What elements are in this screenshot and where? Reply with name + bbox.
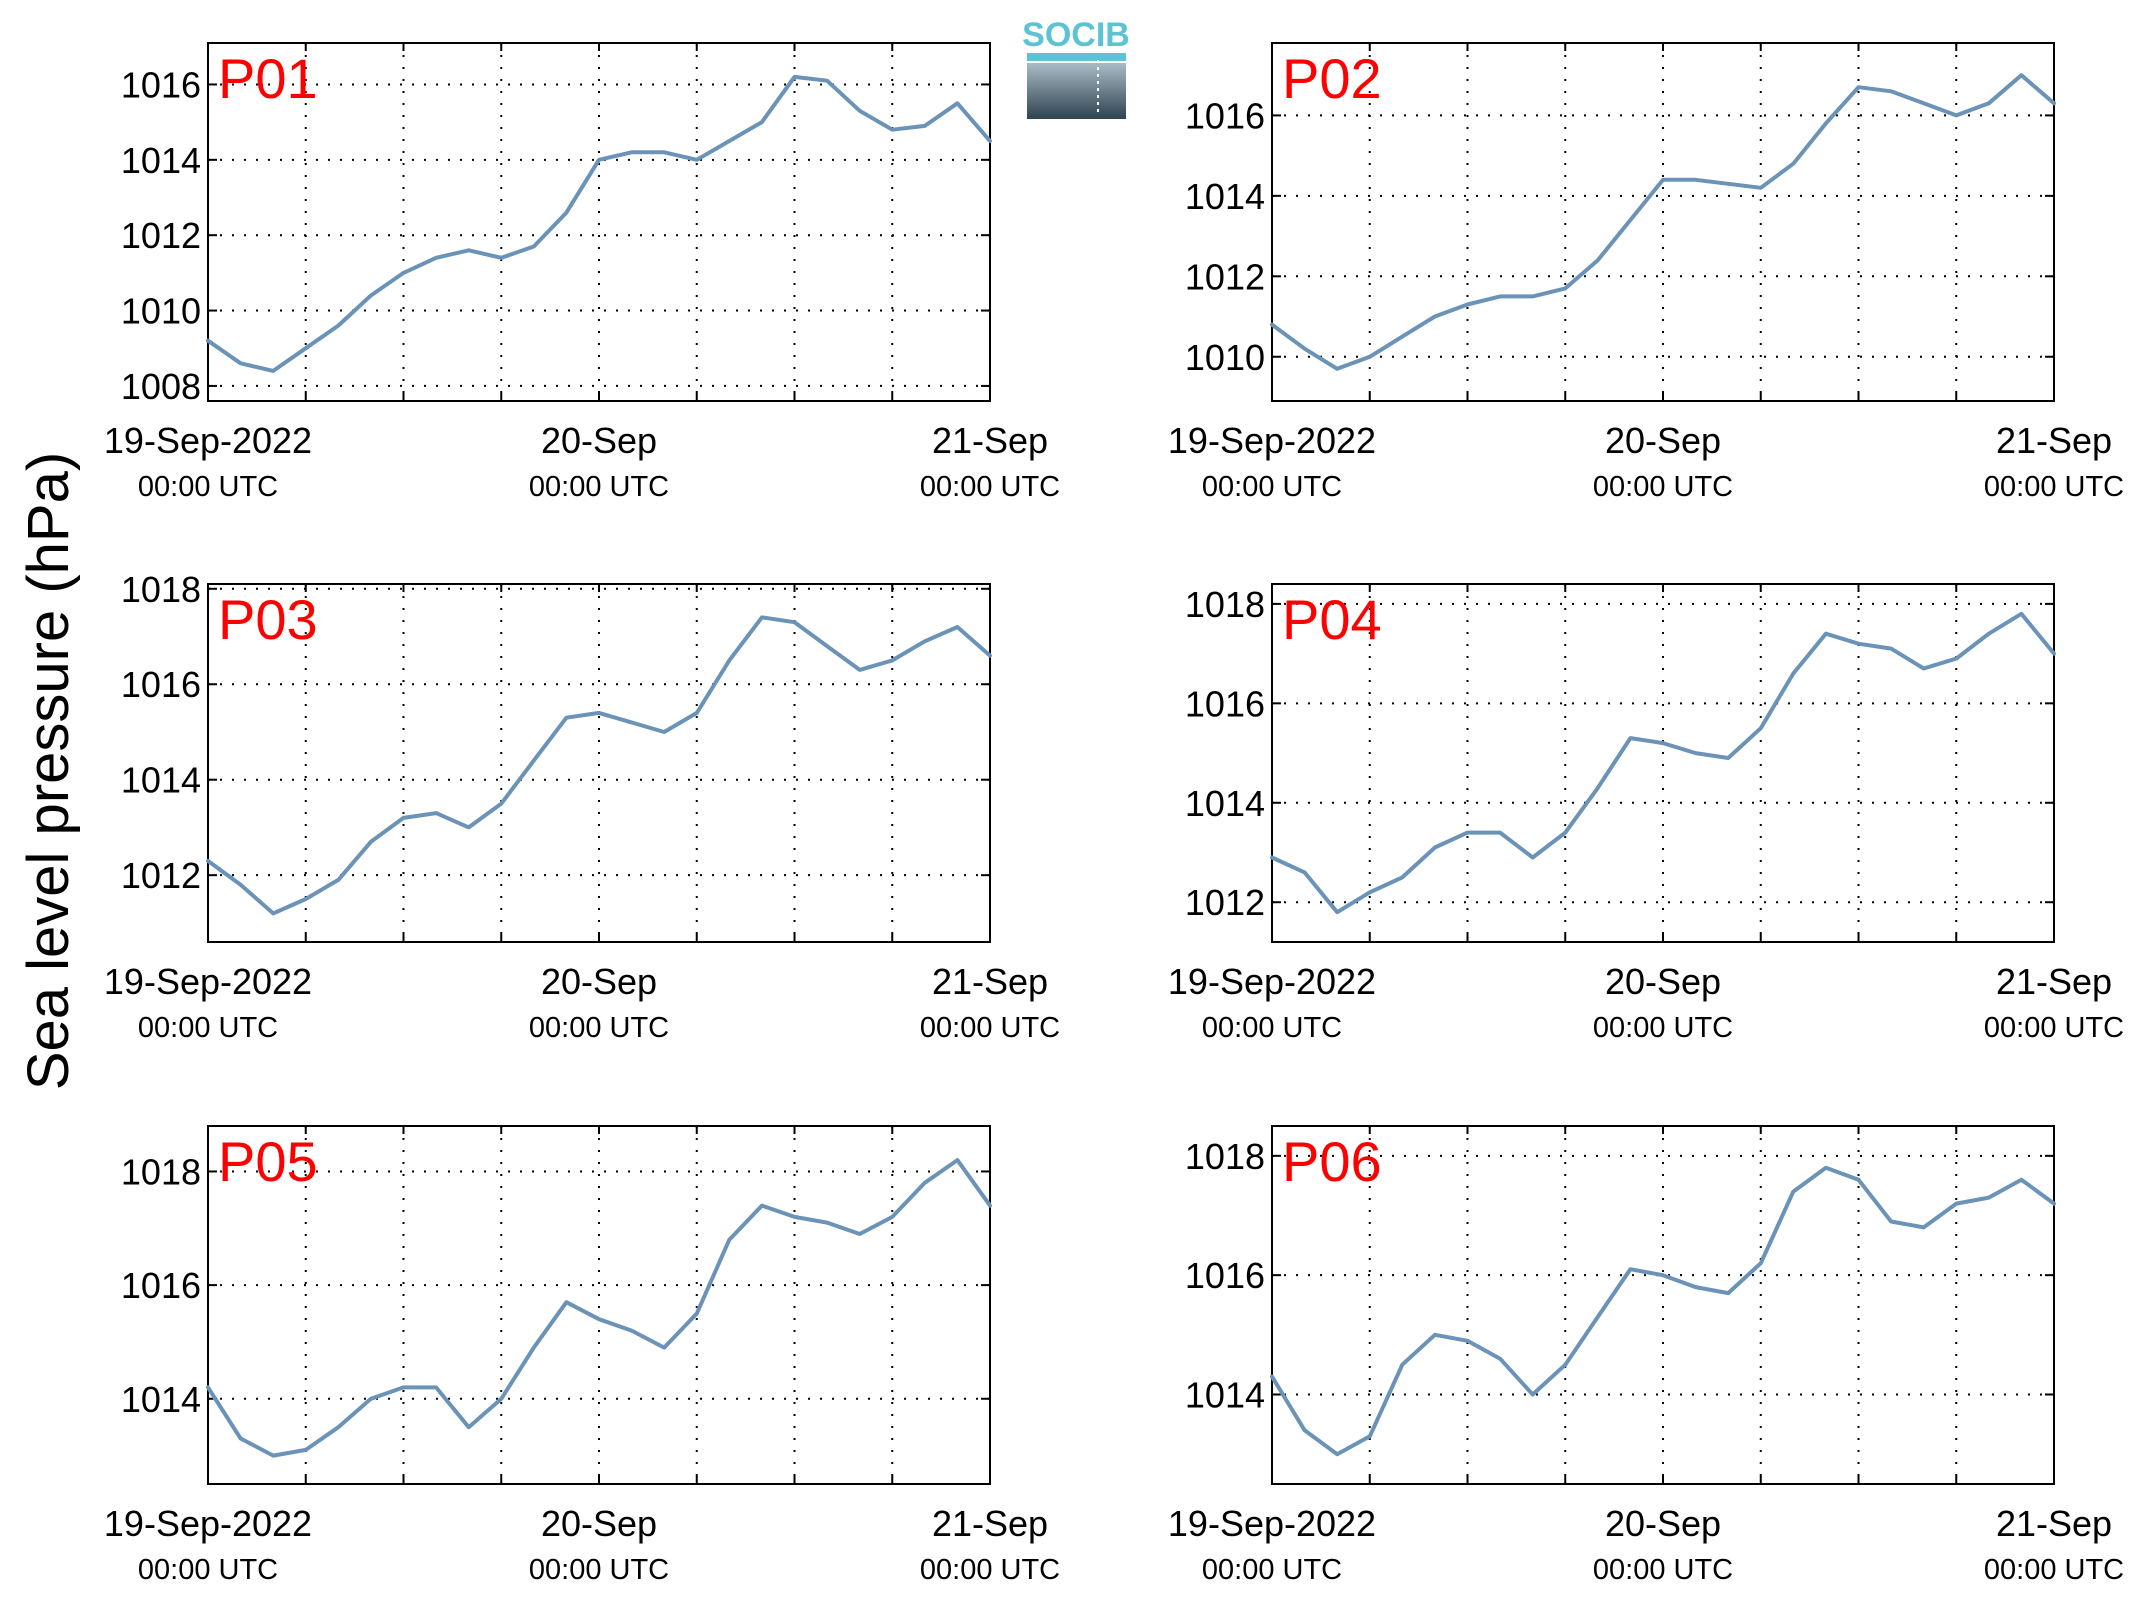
series-line-p03 — [206, 615, 992, 916]
series-line-p01 — [206, 74, 992, 373]
panel-label: P05 — [218, 1130, 318, 1193]
x-tick-label-date: 21-Sep — [932, 961, 1048, 1002]
x-tick-label-time: 00:00 UTC — [920, 1554, 1060, 1586]
x-tick-label-date: 19-Sep-2022 — [1168, 420, 1376, 461]
x-tick-label-time: 00:00 UTC — [529, 471, 669, 503]
y-tick-label: 1016 — [121, 664, 201, 705]
x-tick-label-date: 21-Sep — [932, 420, 1048, 461]
x-tick-label-time: 00:00 UTC — [1202, 1012, 1342, 1044]
grid — [208, 1126, 990, 1484]
x-tick-label-date: 19-Sep-2022 — [104, 961, 312, 1002]
y-axis-label: Sea level pressure (hPa) — [16, 452, 81, 1090]
x-tick-label-date: 20-Sep — [1605, 420, 1721, 461]
x-tick-label-date: 20-Sep — [541, 961, 657, 1002]
x-tick-label-date: 21-Sep — [1996, 1503, 2112, 1544]
panel-label: P01 — [218, 47, 318, 110]
panel-label: P03 — [218, 588, 318, 651]
x-tick-label-date: 21-Sep — [1996, 420, 2112, 461]
x-tick-label-time: 00:00 UTC — [1202, 1554, 1342, 1586]
axes-frame — [1271, 42, 2055, 402]
grid — [1272, 584, 2054, 942]
axes-frame — [207, 42, 991, 402]
socib-logo-wave — [1027, 53, 1126, 61]
panel-label: P04 — [1282, 588, 1382, 651]
y-tick-label: 1014 — [1185, 1375, 1265, 1416]
grid — [1272, 43, 2054, 401]
y-tick-label: 1018 — [1185, 584, 1265, 625]
x-tick-label-date: 20-Sep — [1605, 961, 1721, 1002]
y-tick-label: 1016 — [121, 1265, 201, 1306]
y-tick-label: 1016 — [121, 64, 201, 105]
chart-panel-p05: 1014 1016 1018 19-Sep-2022 00:00 UTC 20-Sep 00… — [104, 1125, 1060, 1586]
y-tick-label: 1014 — [121, 1379, 201, 1420]
x-tick-label-time: 00:00 UTC — [529, 1012, 669, 1044]
y-tick-label: 1016 — [1185, 683, 1265, 724]
x-tick-label-time: 00:00 UTC — [529, 1554, 669, 1586]
y-tick-label: 1014 — [1185, 783, 1265, 824]
y-tick-label: 1012 — [121, 855, 201, 896]
chart-panel-p04: 1012 1014 1016 1018 19-Sep-2022 00:00 UTC 20-S… — [1168, 583, 2124, 1044]
x-tick-label-time: 00:00 UTC — [920, 471, 1060, 503]
y-tick-label: 1018 — [1185, 1136, 1265, 1177]
panel-label: P06 — [1282, 1130, 1382, 1193]
series-line-p02 — [1270, 73, 2056, 371]
x-tick-label-time: 00:00 UTC — [138, 1554, 278, 1586]
x-tick-label-time: 00:00 UTC — [1593, 1012, 1733, 1044]
y-tick-label: 1014 — [121, 760, 201, 801]
x-tick-label-time: 00:00 UTC — [1202, 471, 1342, 503]
chart-panel-p03: 1012 1014 1016 1018 19-Sep-2022 00:00 UTC 20-S… — [104, 569, 1060, 1044]
y-tick-label: 1012 — [121, 215, 201, 256]
socib-logo-text: SOCIB — [1022, 16, 1130, 54]
grid — [208, 43, 990, 401]
y-tick-label: 1012 — [1185, 882, 1265, 923]
x-tick-label-date: 20-Sep — [541, 1503, 657, 1544]
y-tick-label: 1012 — [1185, 256, 1265, 297]
x-tick-label-time: 00:00 UTC — [138, 1012, 278, 1044]
x-tick-label-date: 19-Sep-2022 — [1168, 961, 1376, 1002]
chart-panel-p06: 1014 1016 1018 19-Sep-2022 00:00 UTC 20-Sep 00… — [1168, 1125, 2124, 1586]
y-tick-label: 1010 — [121, 291, 201, 332]
y-tick-label: 1010 — [1185, 337, 1265, 378]
x-tick-label-date: 21-Sep — [932, 1503, 1048, 1544]
y-tick-label: 1008 — [121, 366, 201, 407]
axes-frame — [1271, 1125, 2055, 1485]
series-line-p06 — [1270, 1165, 2056, 1457]
chart-panel-p01: 1008 1010 1012 1014 1016 19-Sep-2022 00:00 UTC… — [104, 42, 1060, 503]
y-tick-label: 1018 — [121, 569, 201, 610]
y-tick-label: 1016 — [1185, 95, 1265, 136]
x-tick-label-time: 00:00 UTC — [1984, 1554, 2124, 1586]
series-line-p05 — [206, 1158, 992, 1458]
grid — [1272, 1126, 2054, 1484]
y-tick-label: 1018 — [121, 1151, 201, 1192]
x-tick-label-time: 00:00 UTC — [138, 471, 278, 503]
axes-frame — [207, 1125, 991, 1485]
x-tick-label-date: 19-Sep-2022 — [104, 1503, 312, 1544]
socib-logo: SOCIB — [1022, 16, 1130, 119]
x-tick-label-date: 20-Sep — [541, 420, 657, 461]
axes-frame — [1271, 583, 2055, 943]
y-tick-label: 1014 — [121, 140, 201, 181]
x-tick-label-date: 21-Sep — [1996, 961, 2112, 1002]
x-tick-label-date: 20-Sep — [1605, 1503, 1721, 1544]
y-tick-label: 1014 — [1185, 176, 1265, 217]
chart-panel-p02: 1010 1012 1014 1016 19-Sep-2022 00:00 UTC 20-S… — [1168, 42, 2124, 503]
x-tick-label-date: 19-Sep-2022 — [104, 420, 312, 461]
y-tick-label: 1016 — [1185, 1255, 1265, 1296]
panel-label: P02 — [1282, 47, 1382, 110]
socib-logo-block — [1027, 63, 1126, 119]
series-line-p04 — [1270, 611, 2056, 915]
x-tick-label-time: 00:00 UTC — [1984, 1012, 2124, 1044]
x-tick-label-date: 19-Sep-2022 — [1168, 1503, 1376, 1544]
x-tick-label-time: 00:00 UTC — [920, 1012, 1060, 1044]
x-tick-label-time: 00:00 UTC — [1593, 1554, 1733, 1586]
x-tick-label-time: 00:00 UTC — [1984, 471, 2124, 503]
x-tick-label-time: 00:00 UTC — [1593, 471, 1733, 503]
